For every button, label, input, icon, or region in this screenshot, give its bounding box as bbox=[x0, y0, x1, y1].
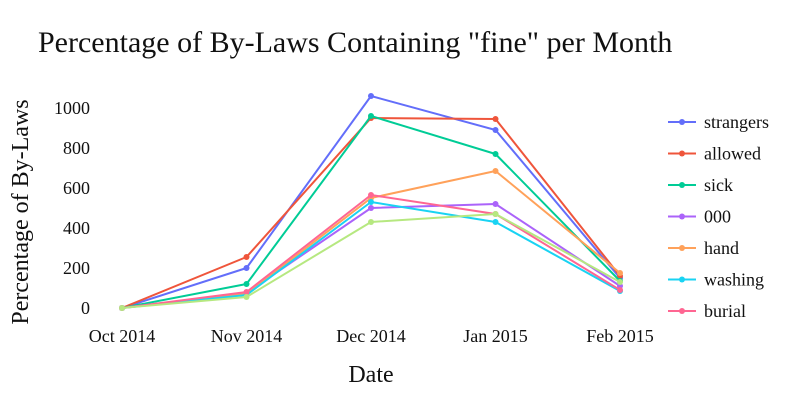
x-axis-title: Date bbox=[348, 362, 393, 388]
y-tick-label: 0 bbox=[81, 298, 90, 318]
x-tick-label: Nov 2014 bbox=[211, 326, 283, 346]
data-point[interactable] bbox=[243, 289, 250, 295]
legend-item-burial[interactable]: burial bbox=[668, 301, 746, 321]
series-line bbox=[121, 201, 621, 309]
data-point[interactable] bbox=[368, 205, 374, 211]
legend-item-washing[interactable]: washing bbox=[668, 270, 764, 290]
legend-item-allowed[interactable]: allowed bbox=[668, 144, 761, 164]
data-point[interactable] bbox=[617, 287, 623, 293]
legend-swatch-marker bbox=[679, 245, 685, 251]
y-tick-label: 400 bbox=[63, 218, 90, 238]
legend-label: sick bbox=[704, 175, 733, 195]
y-tick-label: 1000 bbox=[54, 98, 90, 118]
data-point[interactable] bbox=[368, 192, 374, 198]
legend: strangers allowed sick 000 hand washing burial bbox=[668, 112, 769, 321]
series-hand bbox=[119, 168, 623, 311]
x-tick-label: Jan 2015 bbox=[463, 326, 528, 346]
series-sick bbox=[119, 113, 623, 311]
legend-item-sick[interactable]: sick bbox=[668, 175, 733, 195]
series-line bbox=[121, 170, 621, 309]
data-point[interactable] bbox=[492, 168, 499, 174]
data-point[interactable] bbox=[492, 201, 499, 207]
y-tick-label: 200 bbox=[63, 258, 90, 278]
series-layer bbox=[119, 93, 623, 311]
legend-item-hand[interactable]: hand bbox=[668, 238, 739, 258]
x-tick-label: Dec 2014 bbox=[336, 326, 405, 346]
legend-label: allowed bbox=[704, 144, 761, 164]
data-point[interactable] bbox=[617, 279, 623, 285]
data-point[interactable] bbox=[243, 265, 250, 271]
data-point[interactable] bbox=[243, 254, 250, 260]
data-point[interactable] bbox=[368, 113, 374, 119]
x-tick-label: Feb 2015 bbox=[586, 326, 654, 346]
legend-label: hand bbox=[704, 238, 739, 258]
legend-swatch-marker bbox=[679, 276, 685, 283]
y-tick-label: 800 bbox=[63, 138, 90, 158]
chart-title: Percentage of By-Laws Containing "fine" … bbox=[38, 26, 672, 59]
data-point[interactable] bbox=[368, 93, 374, 99]
y-axis-title: Percentage of By-Laws bbox=[8, 99, 34, 324]
series-unnamed-7 bbox=[119, 211, 623, 311]
data-point[interactable] bbox=[492, 127, 499, 133]
legend-swatch-marker bbox=[679, 213, 685, 220]
legend-label: 000 bbox=[704, 207, 731, 227]
legend-swatch-marker bbox=[679, 150, 685, 157]
data-point[interactable] bbox=[492, 151, 499, 157]
legend-item-strangers[interactable]: strangers bbox=[668, 112, 769, 132]
data-point[interactable] bbox=[492, 219, 499, 225]
data-point[interactable] bbox=[119, 305, 125, 311]
x-tick-label: Oct 2014 bbox=[89, 326, 156, 346]
legend-swatch-marker bbox=[679, 119, 685, 125]
legend-label: washing bbox=[704, 270, 764, 290]
data-point[interactable] bbox=[368, 219, 374, 225]
data-point[interactable] bbox=[243, 281, 250, 287]
legend-item-000[interactable]: 000 bbox=[668, 207, 731, 227]
data-point[interactable] bbox=[368, 199, 374, 205]
legend-label: burial bbox=[704, 301, 746, 321]
data-point[interactable] bbox=[617, 270, 623, 276]
legend-swatch-marker bbox=[679, 308, 685, 314]
data-point[interactable] bbox=[492, 116, 499, 122]
legend-label: strangers bbox=[704, 112, 769, 132]
data-point[interactable] bbox=[243, 294, 250, 300]
y-axis-ticks: 0 200 400 600 800 1000 bbox=[54, 98, 90, 318]
legend-swatch-marker bbox=[679, 182, 685, 188]
y-tick-label: 600 bbox=[63, 178, 90, 198]
data-point[interactable] bbox=[492, 211, 499, 217]
x-axis-ticks: Oct 2014 Nov 2014 Dec 2014 Jan 2015 Feb 2015 bbox=[89, 326, 654, 346]
